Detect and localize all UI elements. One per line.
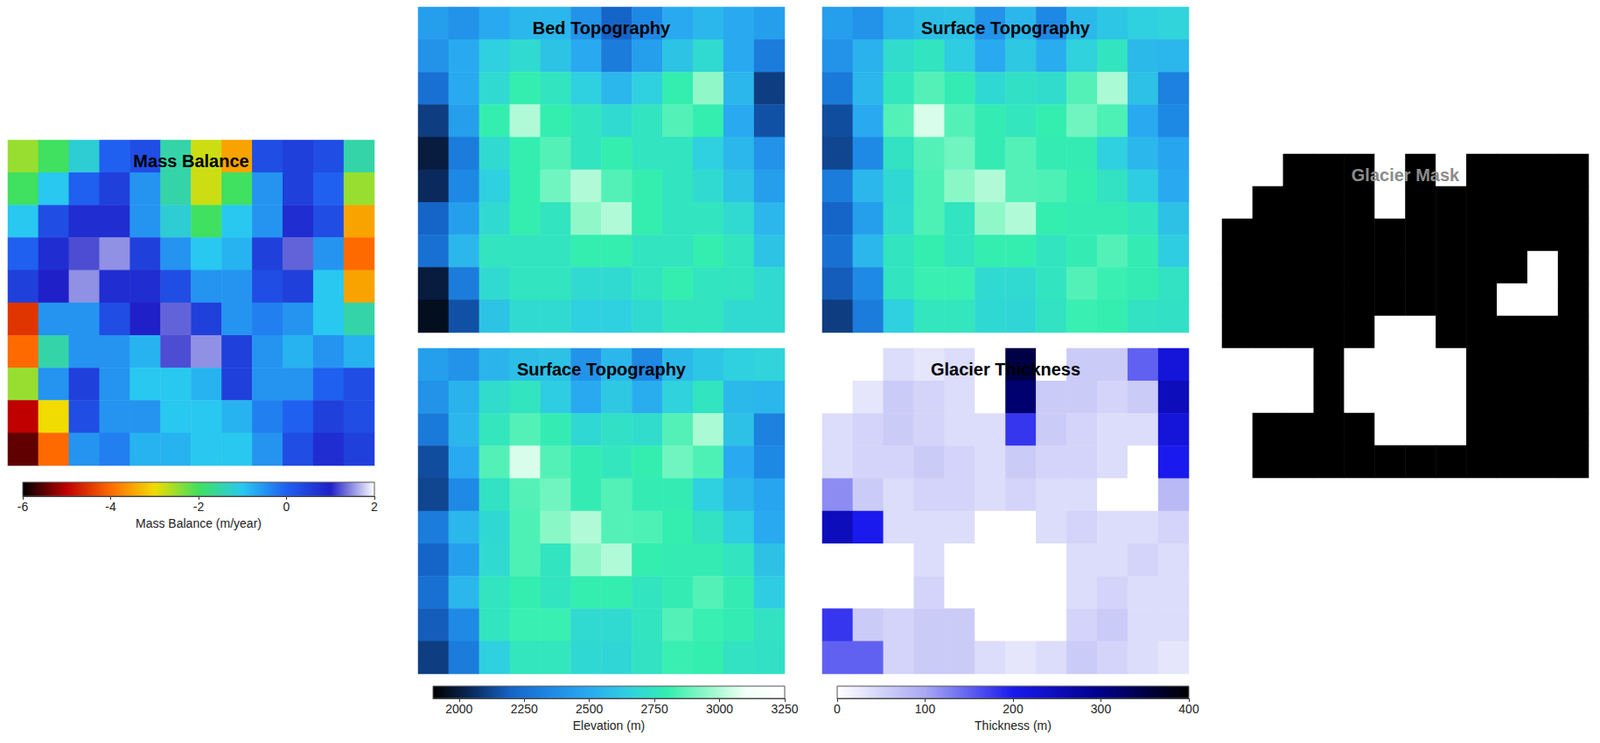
svg-text:2750: 2750 xyxy=(641,701,669,716)
svg-text:2500: 2500 xyxy=(575,701,603,716)
svg-text:3000: 3000 xyxy=(705,701,734,716)
svg-text:-6: -6 xyxy=(17,499,29,514)
svg-text:Glacier Mask: Glacier Mask xyxy=(1351,165,1461,185)
svg-text:0: 0 xyxy=(833,701,841,716)
svg-text:Bed Topography: Bed Topography xyxy=(532,18,671,38)
svg-text:400: 400 xyxy=(1178,701,1200,716)
svg-text:Glacier Thickness: Glacier Thickness xyxy=(930,359,1081,379)
svg-text:200: 200 xyxy=(1002,701,1024,716)
svg-text:100: 100 xyxy=(915,701,937,716)
svg-text:300: 300 xyxy=(1090,701,1112,716)
svg-text:Surface Topography: Surface Topography xyxy=(921,18,1091,38)
svg-text:-2: -2 xyxy=(193,499,205,514)
svg-text:-4: -4 xyxy=(104,499,117,514)
svg-text:Mass Balance (m/year): Mass Balance (m/year) xyxy=(135,516,262,531)
svg-text:Elevation (m): Elevation (m) xyxy=(572,718,645,733)
svg-text:0: 0 xyxy=(283,499,291,514)
svg-text:Mass Balance: Mass Balance xyxy=(132,151,249,171)
svg-text:2: 2 xyxy=(370,499,378,514)
svg-text:2000: 2000 xyxy=(445,701,473,716)
svg-text:Thickness (m): Thickness (m) xyxy=(974,718,1052,733)
svg-text:Surface Topography: Surface Topography xyxy=(517,359,687,379)
svg-text:2250: 2250 xyxy=(510,701,538,716)
svg-text:3250: 3250 xyxy=(770,701,798,716)
